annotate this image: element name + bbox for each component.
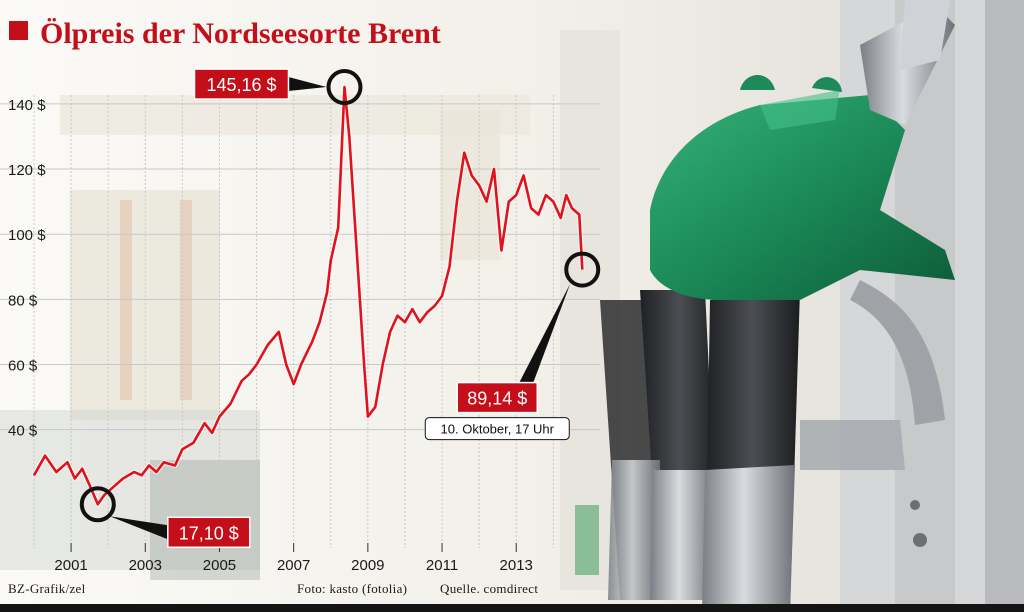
y-tick-label: 60 $ <box>8 358 38 375</box>
annotation-pointer <box>109 516 168 540</box>
graphic-credit: BZ-Grafik/zel <box>8 581 86 596</box>
annotation-pointer <box>288 77 327 92</box>
price-series <box>31 84 585 507</box>
annotation-callout: 17,10 $ <box>79 486 251 549</box>
x-tick-label: 2007 <box>277 557 310 574</box>
annotation-circle <box>326 69 363 106</box>
title-square-icon <box>9 21 28 40</box>
x-tick-label: 2003 <box>129 557 162 574</box>
x-tick-label: 2013 <box>500 557 533 574</box>
chart-header: Ölpreis der Nordseesorte Brent <box>9 17 441 50</box>
x-tick-label: 2001 <box>54 557 87 574</box>
credits: BZ-Grafik/zel Foto: kasto (fotolia) Quel… <box>8 581 538 596</box>
y-tick-label: 120 $ <box>8 162 46 179</box>
annotation-callout: 89,14 $ 10. Oktober, 17 Uhr <box>424 251 601 441</box>
annotation-note-box <box>424 417 570 441</box>
annotation-circle <box>564 251 601 288</box>
gridlines <box>0 95 600 548</box>
annotation-label: 17,10 $ <box>179 523 239 543</box>
x-axis: 2001 2003 2005 2007 2009 2011 2013 <box>54 543 533 574</box>
annotation-circle <box>79 486 116 523</box>
series-line <box>32 85 584 506</box>
annotation-label: 145,16 $ <box>206 75 276 95</box>
annotation-pointer <box>519 283 571 383</box>
bottom-border <box>0 604 1024 612</box>
annotation-note: 10. Oktober, 17 Uhr <box>441 422 555 437</box>
x-tick-label: 2009 <box>351 557 384 574</box>
x-tick-label: 2011 <box>426 557 458 574</box>
fuel-nozzle-illustration <box>600 0 955 612</box>
annotation-box <box>167 516 251 549</box>
chart-title: Ölpreis der Nordseesorte Brent <box>40 17 441 50</box>
y-tick-label: 80 $ <box>8 292 38 309</box>
annotation-box <box>193 68 290 100</box>
y-tick-label: 100 $ <box>8 227 46 244</box>
annotation-box <box>456 381 539 414</box>
photo-credit: Foto: kasto (fotolia) <box>297 581 407 596</box>
y-tick-label: 140 $ <box>8 97 46 114</box>
y-tick-label: 40 $ <box>8 423 38 440</box>
y-axis: 40 $ 60 $ 80 $ 100 $ 120 $ 140 $ <box>8 97 46 440</box>
annotation-label: 89,14 $ <box>467 389 527 409</box>
annotation-callout: 145,16 $ <box>193 68 363 106</box>
annotations: 145,16 $ 17,10 $ 89,14 $ 10. Oktober, 17 Uh… <box>79 68 601 549</box>
x-tick-label: 2005 <box>203 557 236 574</box>
source-credit: Quelle. comdirect <box>440 581 538 596</box>
